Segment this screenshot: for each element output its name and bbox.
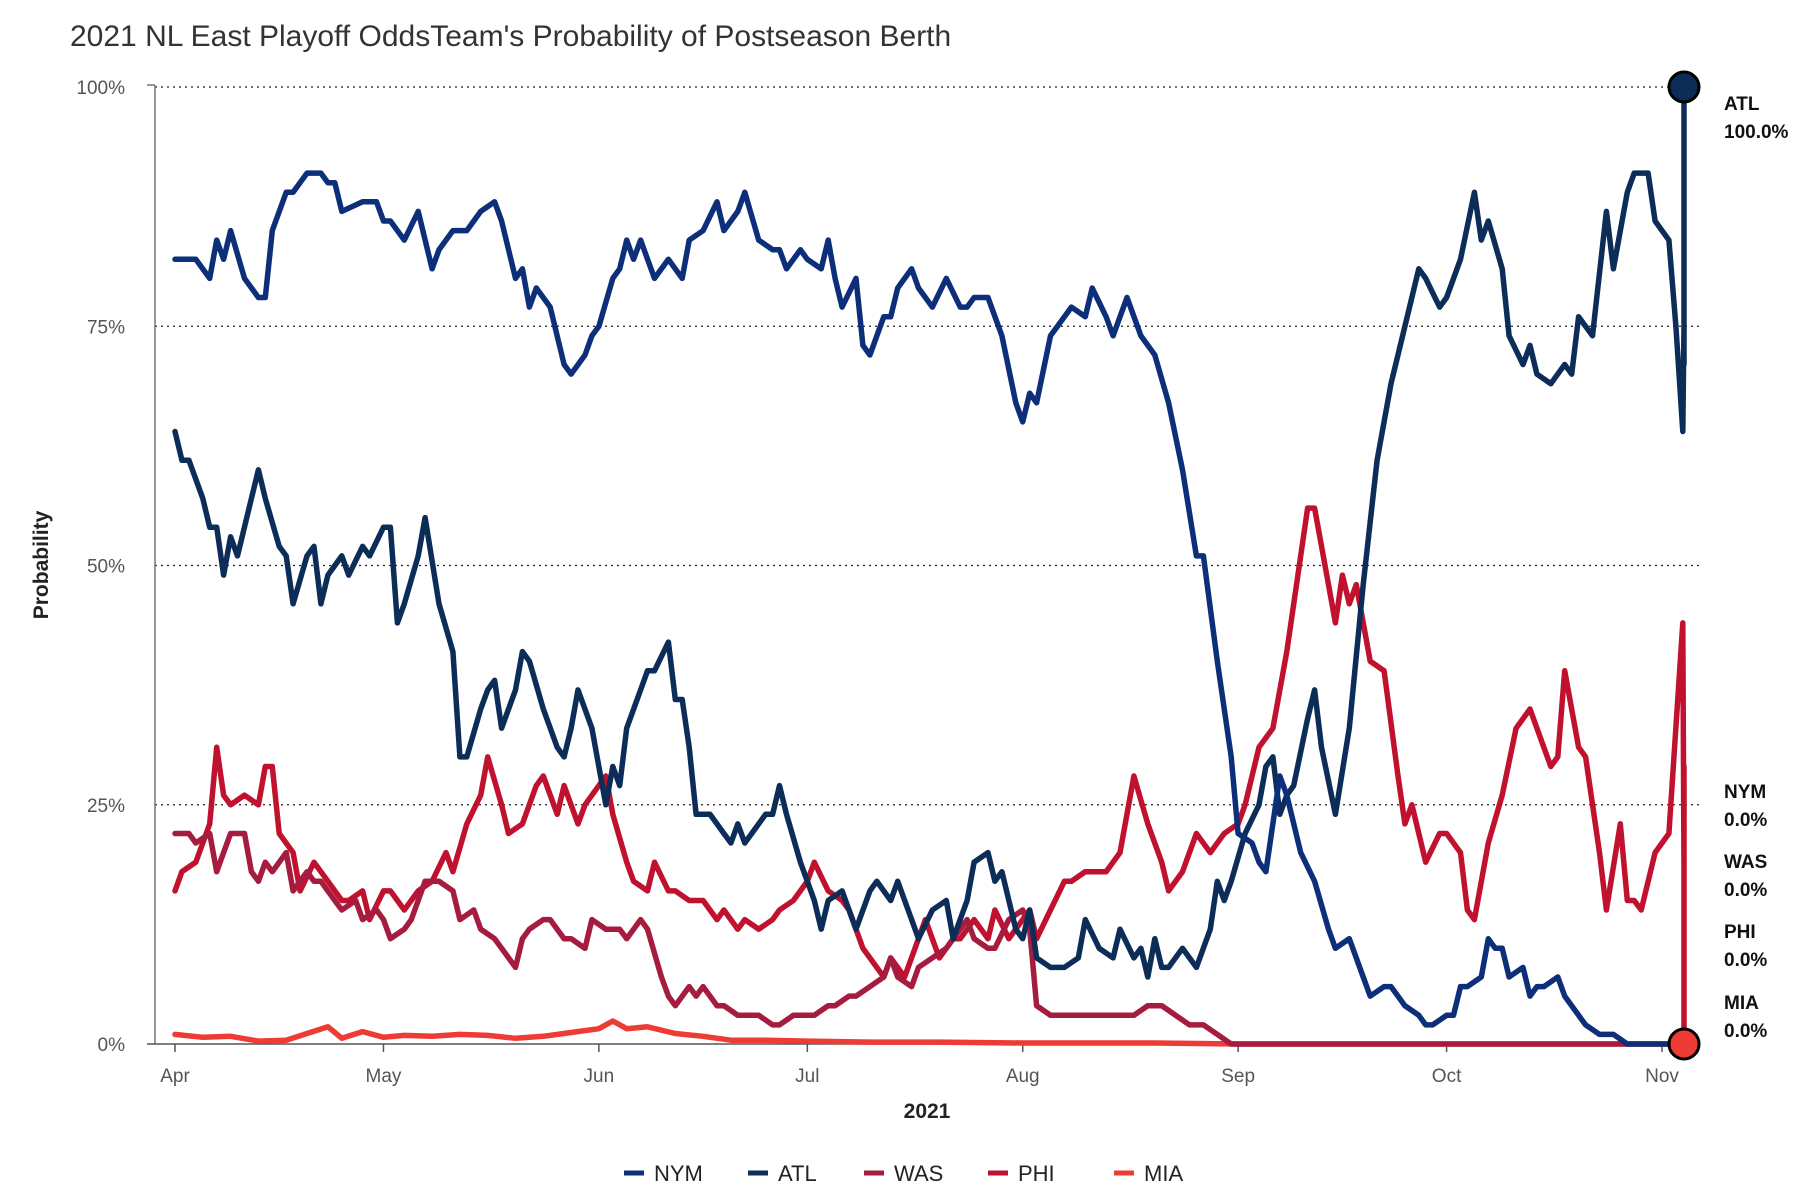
end-marker-atl bbox=[1667, 70, 1701, 104]
end-label-phi: PHI bbox=[1724, 922, 1756, 943]
end-value-phi: 0.0% bbox=[1724, 950, 1767, 971]
end-label-was: WAS bbox=[1724, 852, 1767, 873]
markers-layer bbox=[1667, 70, 1701, 1061]
x-tick-label: Apr bbox=[160, 1066, 190, 1087]
y-tick-label: 25% bbox=[87, 796, 125, 817]
x-tick-label: Sep bbox=[1221, 1066, 1255, 1087]
x-tick-label: Nov bbox=[1645, 1066, 1679, 1087]
series-line-nym bbox=[172, 170, 1679, 1047]
y-tick-label: 0% bbox=[98, 1035, 126, 1056]
legend-label: WAS bbox=[894, 1161, 943, 1186]
series-line-mia bbox=[172, 1018, 1687, 1047]
series-line-phi bbox=[172, 505, 1687, 1047]
y-tick-label: 50% bbox=[87, 557, 125, 578]
legend-item-mia[interactable]: MIA bbox=[1114, 1161, 1183, 1186]
legend: NYM ATL WAS PHI MIA bbox=[624, 1161, 1183, 1186]
x-tick-label: Jun bbox=[584, 1066, 615, 1087]
legend-item-nym[interactable]: NYM bbox=[624, 1161, 703, 1186]
x-tick-label: Jul bbox=[795, 1066, 819, 1087]
chart-title: 2021 NL East Playoff OddsTeam's Probabil… bbox=[70, 20, 951, 53]
end-label-nym: NYM bbox=[1724, 782, 1766, 803]
end-marker-mia bbox=[1667, 1027, 1701, 1061]
y-tick-label: 75% bbox=[87, 317, 125, 338]
legend-label: ATL bbox=[778, 1161, 817, 1186]
end-value-atl: 100.0% bbox=[1724, 122, 1789, 143]
x-tick-label: Aug bbox=[1006, 1066, 1040, 1087]
series-layer bbox=[172, 84, 1687, 1047]
legend-label: PHI bbox=[1018, 1161, 1055, 1186]
end-label-mia: MIA bbox=[1724, 993, 1759, 1014]
x-axis-title: 2021 bbox=[904, 1100, 951, 1123]
x-tick-label: May bbox=[366, 1066, 402, 1087]
series-line-was bbox=[172, 830, 1687, 1047]
legend-label: MIA bbox=[1144, 1161, 1183, 1186]
end-value-was: 0.0% bbox=[1724, 880, 1767, 901]
legend-item-atl[interactable]: ATL bbox=[748, 1161, 817, 1186]
y-tick-label: 100% bbox=[76, 78, 125, 99]
legend-label: NYM bbox=[654, 1161, 703, 1186]
series-line-atl bbox=[172, 84, 1687, 980]
labels-layer: NYM 0.0% ATL 100.0% WAS 0.0% PHI 0.0% MIA 0.0% bbox=[1724, 94, 1789, 1042]
end-value-mia: 0.0% bbox=[1724, 1021, 1767, 1042]
grid-layer bbox=[155, 86, 1700, 806]
y-axis-title: Probability bbox=[30, 510, 53, 619]
end-value-nym: 0.0% bbox=[1724, 810, 1767, 831]
x-tick-label: Oct bbox=[1432, 1066, 1462, 1087]
legend-item-phi[interactable]: PHI bbox=[988, 1161, 1055, 1186]
end-label-atl: ATL bbox=[1724, 94, 1760, 115]
legend-item-was[interactable]: WAS bbox=[864, 1161, 943, 1186]
